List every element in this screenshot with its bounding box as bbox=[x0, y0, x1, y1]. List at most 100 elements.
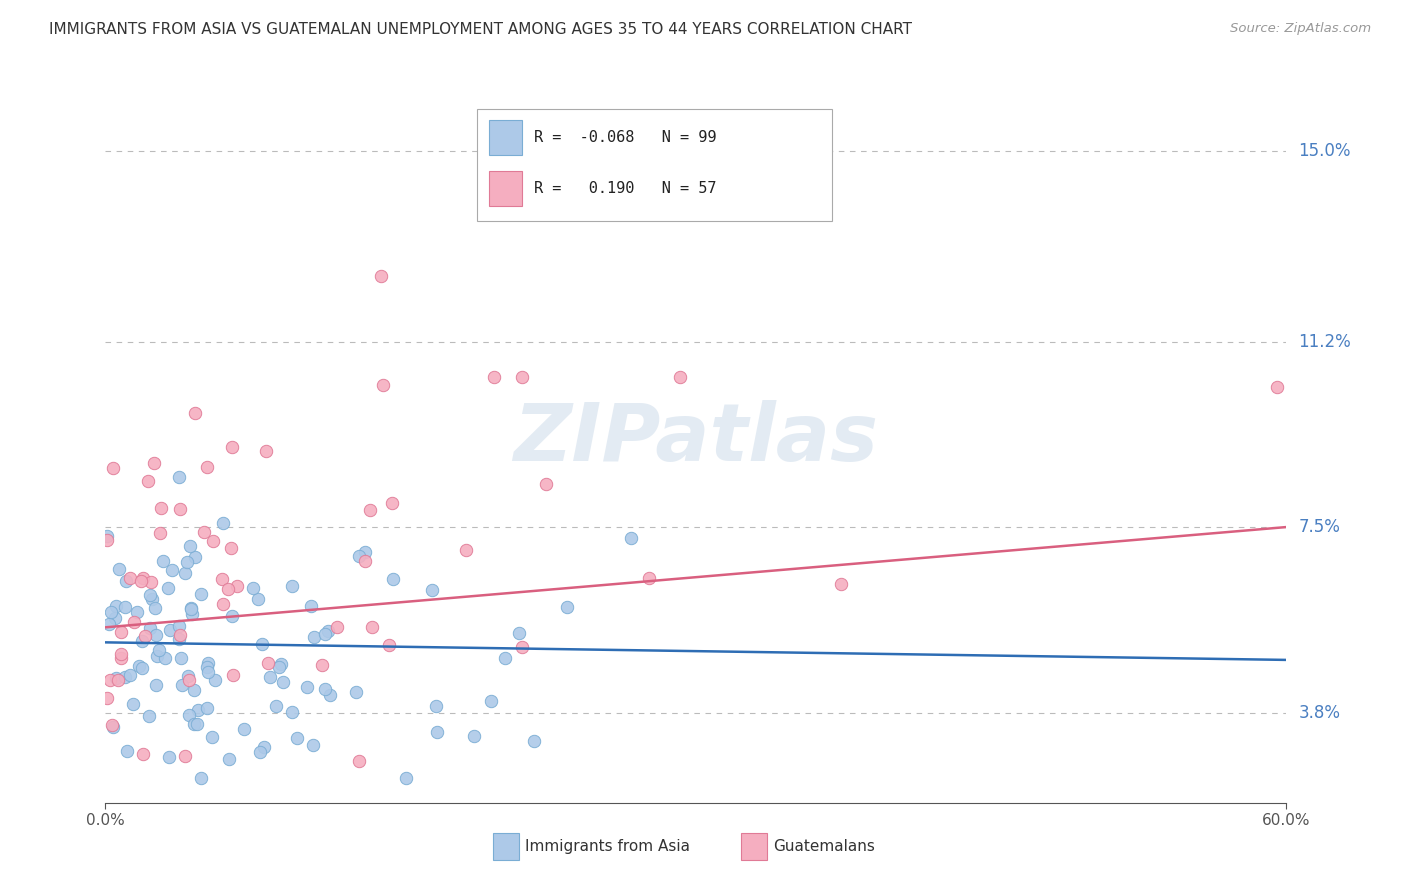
Point bbox=[157, 750, 180, 764]
Point bbox=[193, 524, 215, 539]
Point bbox=[221, 441, 243, 455]
Point bbox=[259, 670, 281, 684]
Point bbox=[197, 657, 219, 671]
Point bbox=[184, 406, 207, 420]
Point bbox=[125, 605, 148, 619]
Point bbox=[225, 579, 247, 593]
Point bbox=[167, 618, 190, 632]
Point bbox=[120, 668, 142, 682]
Point bbox=[184, 550, 207, 565]
Point bbox=[250, 637, 273, 651]
Bar bbox=[494, 832, 519, 860]
Point bbox=[190, 587, 212, 601]
Point bbox=[114, 671, 136, 685]
Point bbox=[488, 184, 510, 198]
Point bbox=[136, 474, 159, 488]
Point bbox=[523, 734, 546, 748]
Point bbox=[204, 673, 226, 687]
Point bbox=[179, 539, 201, 553]
Point bbox=[349, 754, 371, 768]
Point bbox=[110, 647, 132, 661]
Text: ZIPatlas: ZIPatlas bbox=[513, 401, 879, 478]
Point bbox=[281, 579, 304, 593]
Point bbox=[222, 668, 245, 682]
Point bbox=[110, 625, 132, 640]
Point bbox=[96, 529, 118, 543]
Point bbox=[149, 526, 172, 541]
Point bbox=[371, 378, 394, 392]
Point bbox=[218, 752, 240, 766]
Point bbox=[131, 661, 153, 675]
Point bbox=[181, 607, 204, 622]
Point bbox=[187, 702, 209, 716]
Point bbox=[620, 531, 643, 545]
Point bbox=[150, 501, 173, 516]
Point bbox=[139, 621, 162, 635]
Point bbox=[201, 730, 224, 744]
FancyBboxPatch shape bbox=[478, 109, 832, 221]
Point bbox=[100, 605, 122, 619]
Point bbox=[148, 643, 170, 657]
Point bbox=[197, 460, 219, 475]
Point bbox=[104, 599, 127, 613]
Point bbox=[426, 724, 449, 739]
Point bbox=[96, 533, 118, 548]
Point bbox=[637, 571, 659, 585]
Point bbox=[233, 722, 256, 736]
Point bbox=[139, 588, 162, 602]
Point bbox=[381, 496, 404, 510]
Text: R =  -0.068   N = 99: R = -0.068 N = 99 bbox=[534, 130, 717, 145]
Point bbox=[152, 554, 174, 568]
Point bbox=[197, 665, 219, 679]
Point bbox=[101, 718, 124, 732]
Point bbox=[173, 748, 195, 763]
Point bbox=[134, 629, 156, 643]
Point bbox=[170, 651, 193, 665]
Point bbox=[170, 678, 193, 692]
Point bbox=[186, 717, 208, 731]
Point bbox=[280, 705, 302, 719]
Point bbox=[132, 747, 155, 761]
Point bbox=[177, 707, 200, 722]
Point bbox=[463, 729, 485, 743]
Point bbox=[131, 574, 153, 588]
Point bbox=[105, 671, 128, 685]
Text: Guatemalans: Guatemalans bbox=[773, 838, 875, 854]
Point bbox=[169, 628, 191, 642]
Point bbox=[159, 624, 181, 638]
Point bbox=[395, 771, 418, 785]
Point bbox=[302, 739, 325, 753]
Point bbox=[217, 582, 239, 597]
Point bbox=[270, 657, 292, 672]
Point bbox=[190, 771, 212, 785]
Point bbox=[254, 443, 277, 458]
Point bbox=[117, 744, 139, 758]
Point bbox=[510, 369, 533, 384]
Point bbox=[314, 681, 336, 696]
Point bbox=[180, 601, 202, 615]
Point bbox=[174, 566, 197, 580]
Point bbox=[141, 591, 163, 606]
Bar bbox=[489, 171, 523, 206]
Point bbox=[381, 572, 404, 586]
Point bbox=[211, 573, 233, 587]
Point bbox=[359, 503, 381, 517]
Point bbox=[122, 697, 145, 711]
Point bbox=[285, 731, 308, 746]
Point bbox=[269, 660, 291, 674]
Point bbox=[314, 627, 336, 641]
Point bbox=[494, 650, 516, 665]
Point bbox=[319, 688, 342, 702]
Point bbox=[326, 620, 349, 634]
Point bbox=[180, 602, 202, 616]
Point bbox=[107, 562, 129, 576]
Bar bbox=[741, 832, 766, 860]
Point bbox=[201, 533, 224, 548]
Point bbox=[311, 657, 333, 672]
Point bbox=[183, 717, 205, 731]
Point bbox=[425, 698, 447, 713]
Point bbox=[160, 563, 183, 577]
Point bbox=[211, 597, 233, 611]
Point bbox=[378, 638, 401, 652]
Point bbox=[370, 269, 392, 284]
